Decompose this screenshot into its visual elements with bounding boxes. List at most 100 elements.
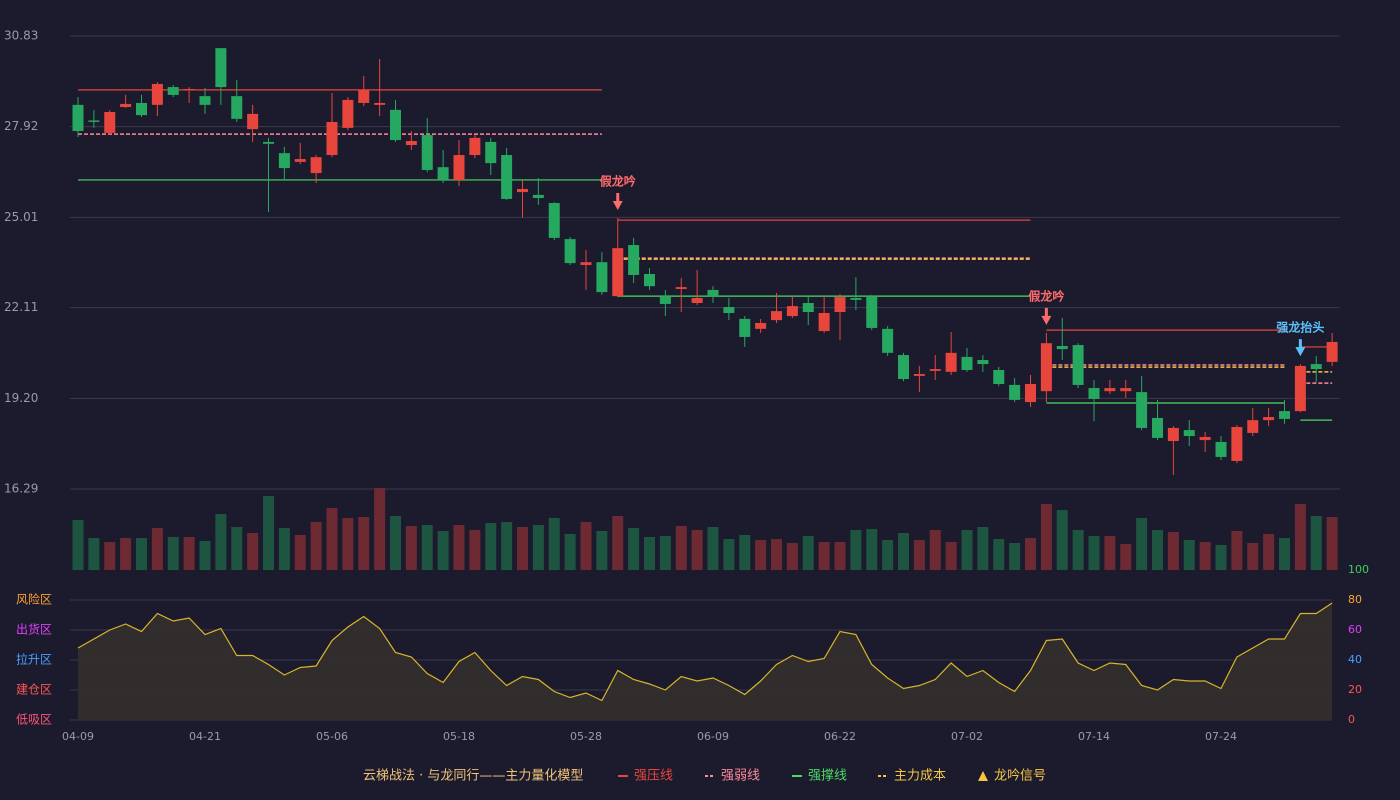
candle-body (1310, 364, 1322, 370)
signal-arrow (1295, 339, 1306, 357)
candle-body (104, 112, 116, 133)
volume-bar (120, 538, 132, 570)
candle-body (1294, 365, 1306, 412)
zone-label: 拉升区 (16, 652, 52, 667)
volume-bar (866, 529, 878, 570)
candle-body (1072, 345, 1084, 385)
volume-bar (1199, 542, 1211, 570)
candle-body (1088, 388, 1100, 399)
candle-body (342, 99, 354, 128)
candle-body (548, 202, 560, 238)
volume-bar (882, 540, 894, 570)
zone-label: 低吸区 (16, 713, 52, 727)
volume-bar (1231, 531, 1243, 570)
candle-body (88, 120, 100, 122)
candle-body (612, 248, 624, 297)
volume-bar (755, 540, 767, 570)
volume-bar (596, 531, 608, 570)
indicator-tick-label: 100 (1348, 563, 1369, 576)
volume-bar (1247, 543, 1259, 570)
indicator-tick-label: 60 (1348, 623, 1362, 636)
candle-body (1025, 384, 1036, 403)
volume-bar (1136, 518, 1148, 570)
candle-body (1263, 417, 1275, 421)
candle-body (929, 369, 941, 371)
y-tick-label: 19.20 (4, 391, 38, 405)
volume-bar (1152, 530, 1163, 570)
indicator-tick-label: 20 (1348, 683, 1362, 696)
volume-bar (532, 525, 544, 570)
candle-body (707, 289, 719, 297)
volume-bar (1025, 538, 1036, 570)
candle-body (786, 306, 798, 317)
candle-body (517, 188, 528, 193)
volume-bar (818, 542, 830, 570)
volume-bar (1009, 543, 1021, 570)
candle-body (945, 352, 957, 372)
volume-bar (1279, 538, 1290, 570)
candle-body (294, 159, 306, 162)
volume-bar (215, 514, 227, 570)
volume-bar (564, 534, 576, 570)
volume-bar (548, 518, 560, 570)
candle-body (247, 113, 259, 130)
volume-bar (786, 543, 798, 570)
candle-body (961, 356, 973, 370)
volume-bar (437, 531, 449, 570)
candle-body (596, 262, 608, 293)
y-tick-label: 27.92 (4, 119, 38, 133)
volume-bar (707, 527, 719, 570)
legend-label: 强弱线 (721, 769, 760, 784)
candle-body (580, 262, 592, 265)
y-tick-label: 22.11 (4, 300, 38, 314)
x-tick-label: 06-09 (697, 730, 729, 743)
volume-bar (1263, 534, 1275, 570)
candle-body (723, 307, 735, 313)
volume-bar (644, 537, 655, 570)
volume-bar (1088, 536, 1100, 570)
candle-body (1279, 411, 1290, 419)
candle-body (1056, 345, 1068, 350)
candle-body (882, 328, 894, 353)
volume-bar (628, 528, 640, 570)
candle-body (1215, 441, 1227, 457)
volume-bar (278, 528, 290, 570)
volume-bar (1104, 536, 1116, 570)
indicator-tick-label: 0 (1348, 713, 1355, 726)
candle-body (564, 239, 576, 264)
indicator-tick-label: 40 (1348, 653, 1362, 666)
volume-bar (342, 518, 354, 570)
volume-bar (977, 527, 989, 570)
volume-bar (913, 540, 925, 570)
candle-body (390, 109, 401, 141)
candle-body (898, 355, 909, 380)
candle-body (675, 287, 687, 289)
candle-body (993, 369, 1005, 385)
volume-bar (802, 536, 814, 570)
candle-body (1152, 417, 1163, 438)
y-tick-label: 16.29 (4, 482, 38, 496)
candle-body (1136, 392, 1148, 428)
x-tick-label: 05-06 (316, 730, 348, 743)
candle-body (913, 374, 925, 376)
volume-bar (310, 522, 322, 570)
candle-body (977, 360, 989, 365)
x-tick-label: 04-21 (189, 730, 221, 743)
candle-body (453, 155, 465, 180)
volume-bar (1120, 544, 1132, 570)
candle-body (1183, 430, 1195, 437)
candle-body (215, 48, 227, 88)
volume-bar (294, 535, 306, 570)
candle-body (771, 311, 782, 321)
chart-title: 云梯战法 · 与龙同行——主力量化模型 (363, 769, 583, 784)
candle-body (1167, 427, 1179, 442)
candle-body (802, 303, 814, 313)
candle-body (691, 298, 703, 304)
legend-label: 主力成本 (894, 769, 946, 784)
candle-body (1231, 427, 1243, 461)
signal-label: 假龙吟 (600, 173, 636, 188)
y-tick-label: 30.83 (4, 29, 38, 43)
candle-body (501, 155, 513, 199)
legend-label: 强撑线 (808, 769, 847, 784)
